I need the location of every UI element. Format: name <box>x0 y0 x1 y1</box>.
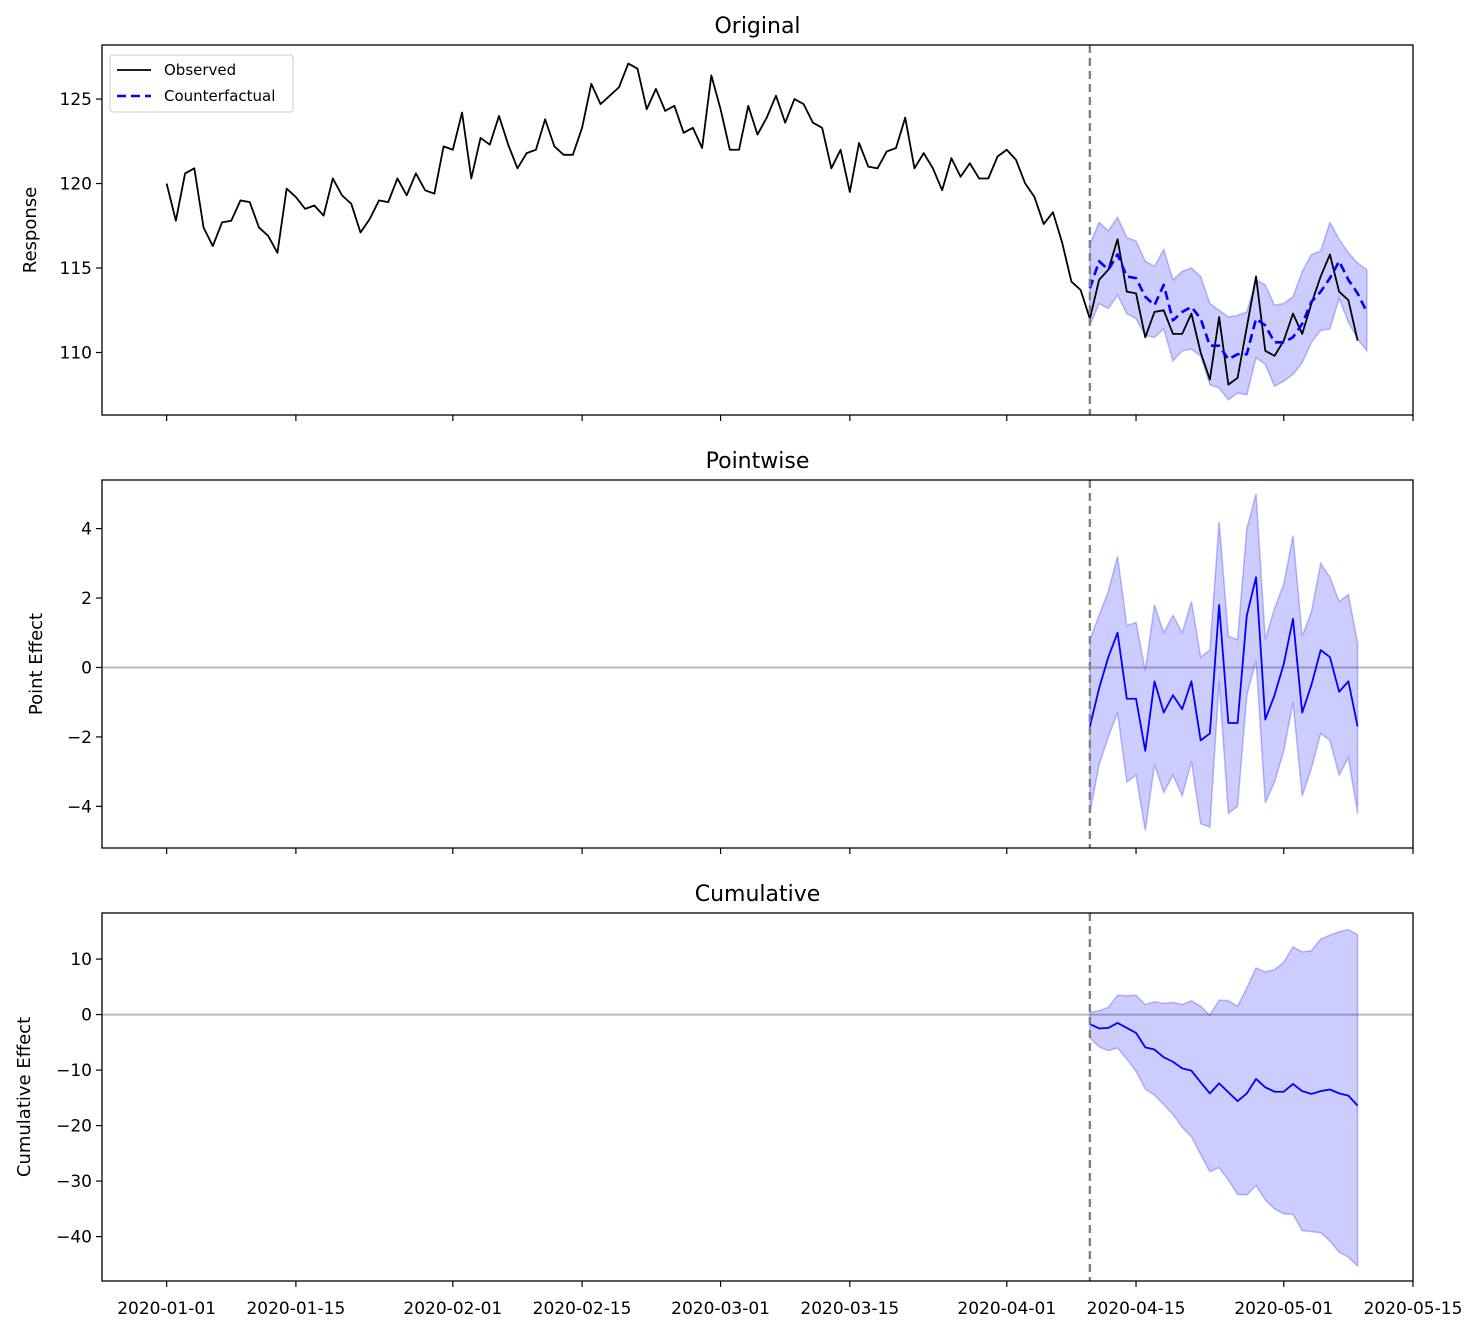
effect-interval-band <box>1089 928 1359 1268</box>
x-tick-label: 2020-05-01 <box>1234 1299 1333 1319</box>
x-tick-label: 2020-01-01 <box>117 1299 216 1319</box>
axes-frame <box>101 44 1414 416</box>
y-tick-label: −2 <box>67 728 92 748</box>
panel-cumulative: −40 −30 −20 −10 0 10 2020-01-01 2020-01-15 2020-… <box>14 882 1462 1319</box>
x-tick-label: 2020-05-15 <box>1364 1299 1463 1319</box>
panel-title: Original <box>714 14 800 39</box>
panel-title: Cumulative <box>695 882 821 907</box>
effect-line <box>1088 576 1359 752</box>
y-tick-label: 125 <box>60 90 92 110</box>
axes-frame <box>101 912 1414 1282</box>
y-tick-label: 4 <box>81 520 92 540</box>
legend: Observed Counterfactual <box>109 54 294 113</box>
x-tick-label: 2020-02-01 <box>403 1299 502 1319</box>
counterfactual-line <box>1088 253 1369 361</box>
y-axis-label: Response <box>20 187 41 273</box>
legend-box <box>109 54 294 113</box>
panel-title: Pointwise <box>706 449 810 474</box>
y-axis-label: Cumulative Effect <box>14 1017 35 1177</box>
plot-area <box>102 493 1413 831</box>
counterfactual-interval-band <box>1089 215 1368 401</box>
observed-line <box>165 62 1359 386</box>
x-tick-label: 2020-03-01 <box>671 1299 770 1319</box>
x-tick-label: 2020-04-15 <box>1087 1299 1186 1319</box>
x-tick-label: 2020-03-15 <box>800 1299 899 1319</box>
y-tick-label: −40 <box>56 1228 92 1248</box>
y-tick-label: 115 <box>60 259 92 279</box>
plot-area <box>102 928 1413 1268</box>
y-tick-label: −4 <box>67 797 92 817</box>
panel-original: 110 115 120 125 Original Response Observed Coun… <box>20 14 1414 421</box>
y-tick-label: 0 <box>81 1006 92 1026</box>
y-tick-label: 120 <box>60 175 92 195</box>
y-tick-label: −10 <box>56 1061 92 1081</box>
effect-line <box>1089 1022 1359 1107</box>
y-tick-label: 110 <box>60 343 92 363</box>
y-tick-label: 2 <box>81 589 92 609</box>
plot-area <box>165 62 1369 401</box>
x-tick-label: 2020-01-15 <box>246 1299 345 1319</box>
y-axis-label: Point Effect <box>26 613 47 715</box>
y-tick-label: −20 <box>56 1117 92 1137</box>
y-tick-label: 10 <box>70 950 92 970</box>
legend-observed-label: Observed <box>164 61 236 79</box>
panel-pointwise: −4 −2 0 2 4 Pointwise Point Effect <box>26 449 1414 854</box>
legend-counterfactual-label: Counterfactual <box>164 87 275 105</box>
x-tick-label: 2020-04-01 <box>957 1299 1056 1319</box>
axes-frame <box>101 479 1414 849</box>
y-tick-label: 0 <box>81 658 92 678</box>
y-tick-label: −30 <box>56 1172 92 1192</box>
x-tick-label: 2020-02-15 <box>533 1299 632 1319</box>
